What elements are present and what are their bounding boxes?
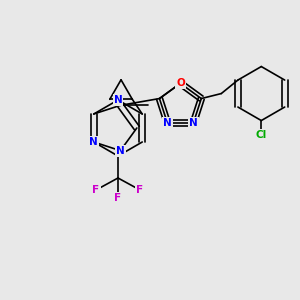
Text: F: F (114, 193, 122, 203)
Text: N: N (114, 95, 122, 105)
Text: N: N (189, 118, 198, 128)
Text: N: N (116, 146, 125, 156)
Text: F: F (136, 185, 144, 195)
Text: N: N (89, 137, 98, 147)
Text: N: N (163, 118, 172, 128)
Text: F: F (92, 185, 100, 195)
Text: Cl: Cl (256, 130, 267, 140)
Text: O: O (176, 78, 185, 88)
